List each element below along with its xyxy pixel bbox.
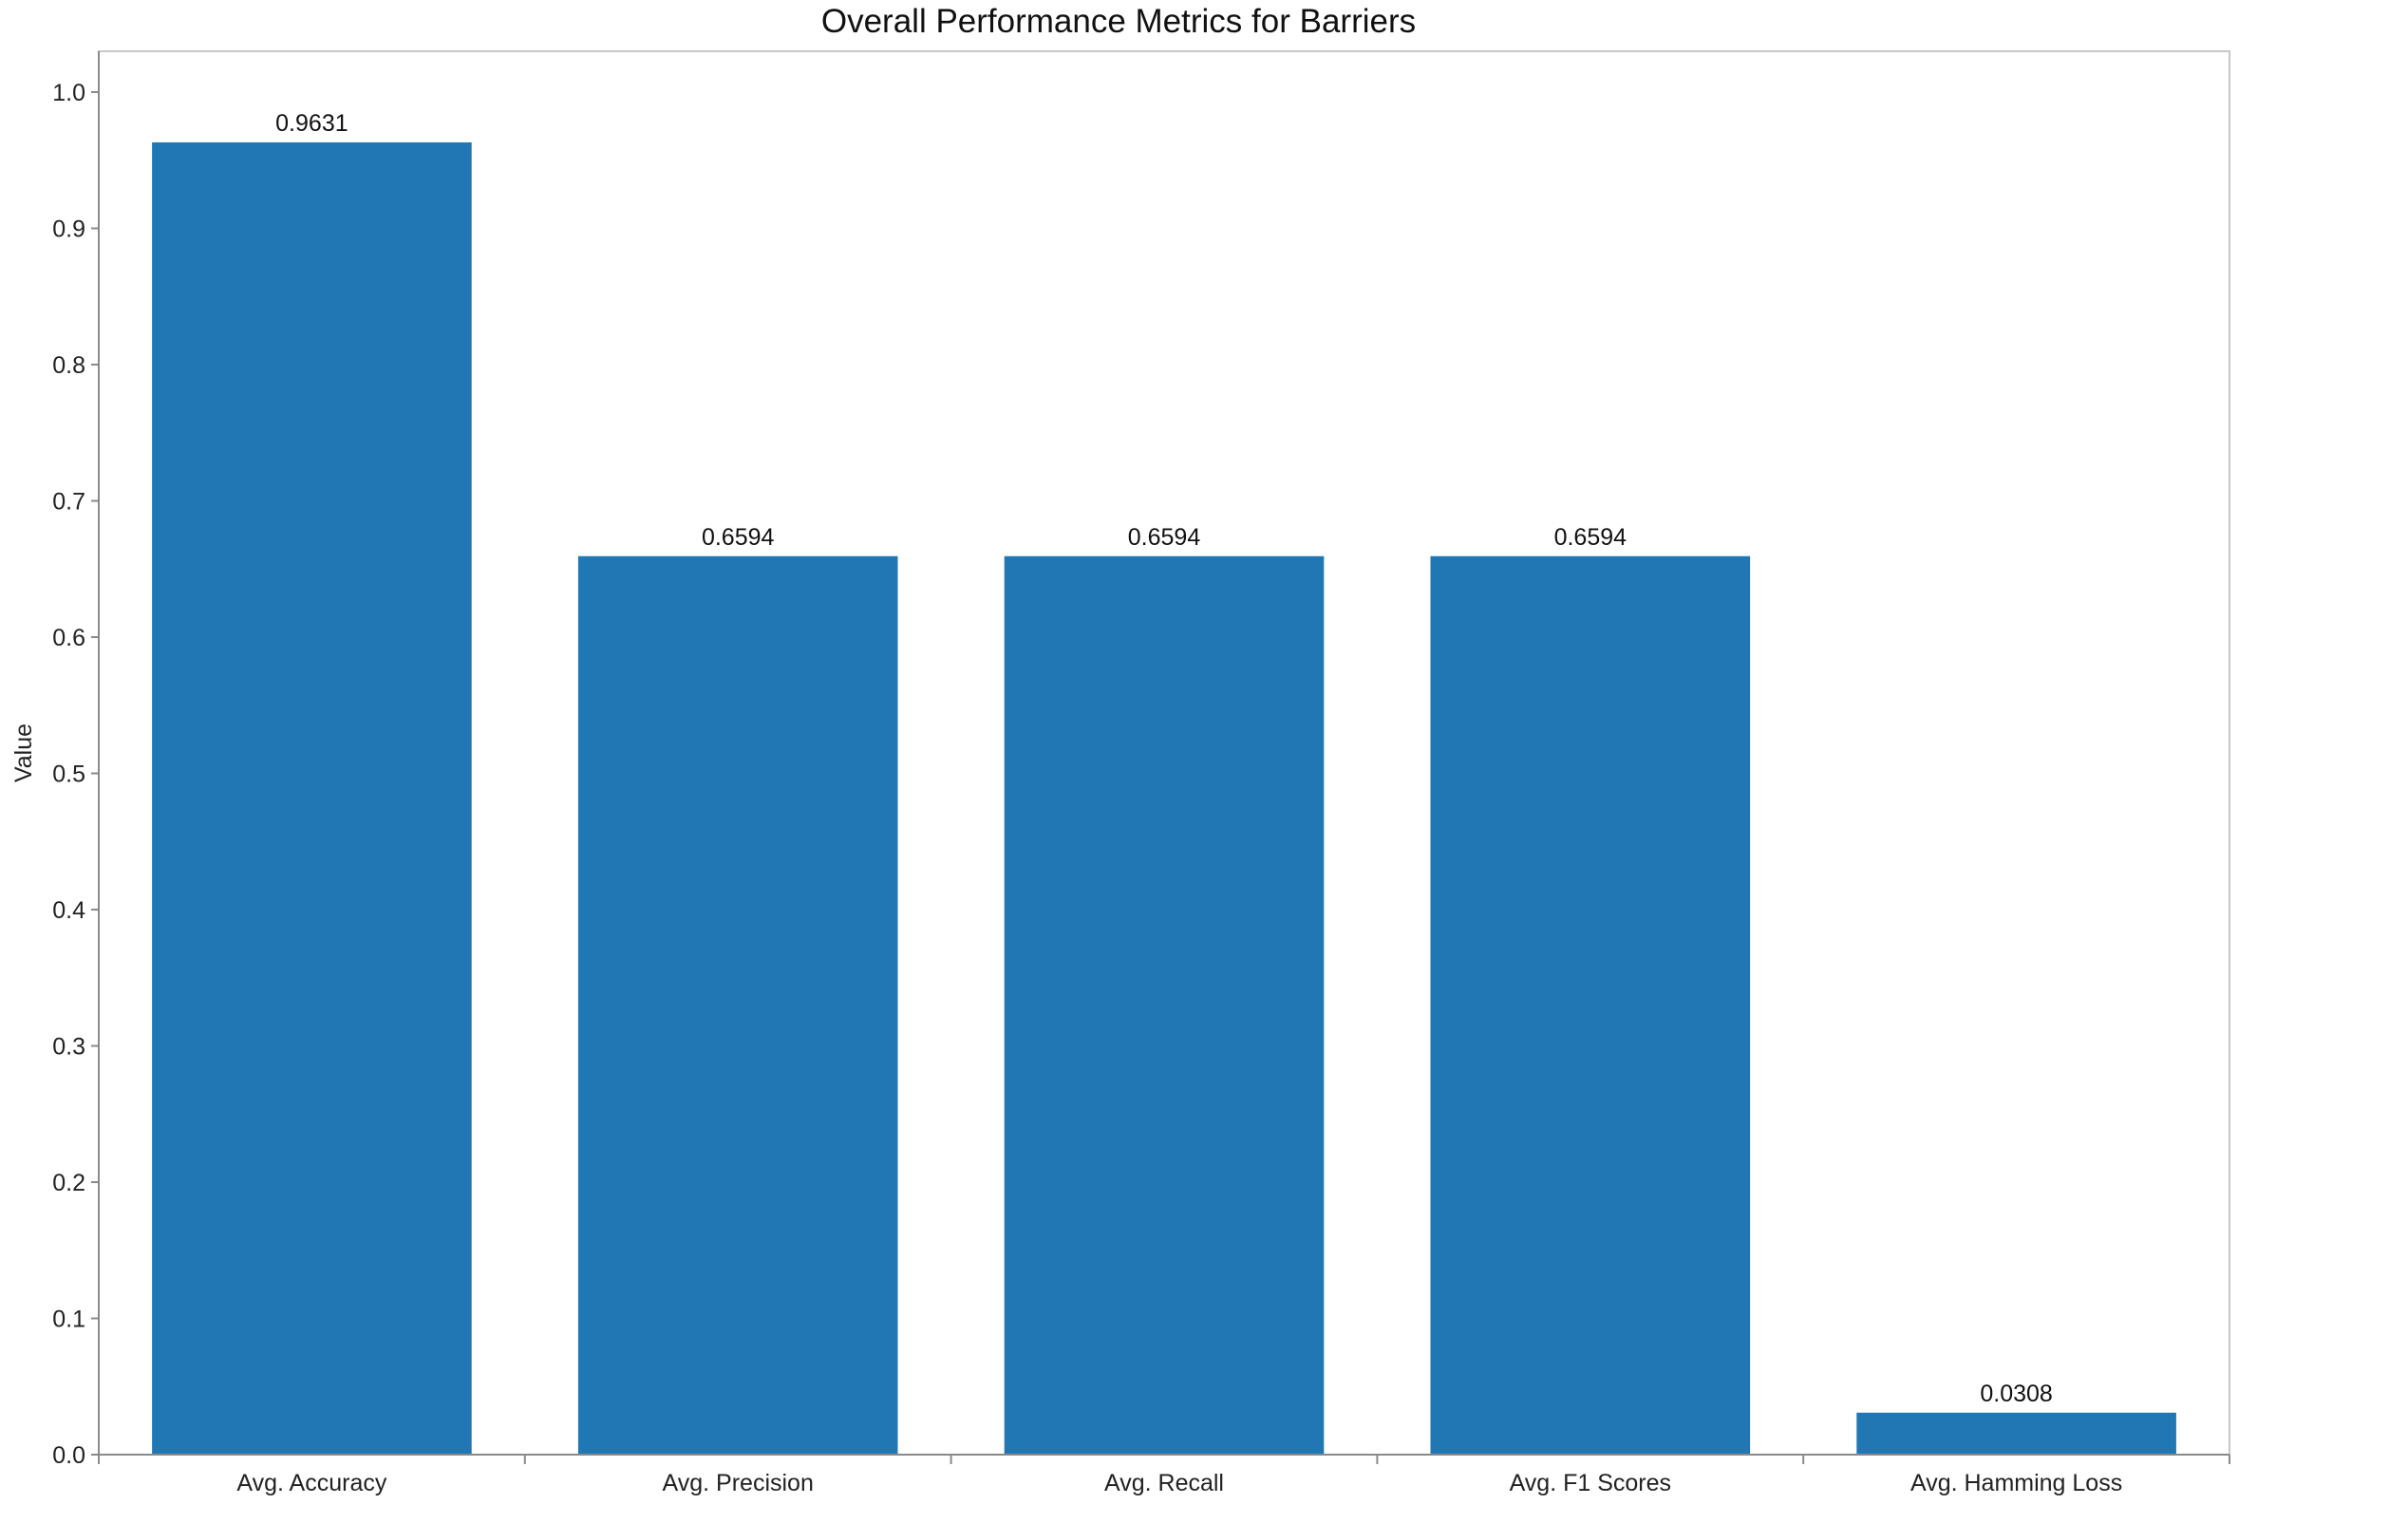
bar-avg-hamming-loss (1856, 1412, 2176, 1455)
y-tick-label: 0.8 (52, 352, 85, 379)
y-axis-title: Value (10, 724, 37, 782)
bars-group (152, 141, 2176, 1455)
data-labels-group: 0.9631 0.6594 0.6594 0.6594 0.0308 (275, 110, 2053, 1407)
x-tick-label: Avg. Hamming Loss (1910, 1470, 2122, 1496)
y-tick-label: 0.5 (52, 762, 85, 788)
x-tick-label: Avg. F1 Scores (1510, 1470, 1671, 1496)
bar-avg-f1-scores (1430, 555, 1751, 1455)
bar-value-label: 0.6594 (1554, 524, 1627, 551)
y-tick-label: 1.0 (52, 80, 85, 106)
y-tick-label: 0.4 (52, 897, 85, 924)
y-tick-label: 0.9 (52, 216, 85, 243)
bar-value-label: 0.6594 (702, 524, 775, 551)
y-tick-label: 0.2 (52, 1170, 85, 1196)
chart-title: Overall Performance Metrics for Barriers (821, 3, 1416, 40)
y-tick-label: 0.6 (52, 625, 85, 651)
y-tick-label: 0.3 (52, 1034, 85, 1061)
y-axis-ticks: 0.0 0.1 0.2 0.3 0.4 0.5 0.6 0.7 0.8 0.9 1.0 (52, 80, 99, 1469)
y-tick-label: 0.0 (52, 1442, 85, 1469)
bar-avg-accuracy (152, 141, 472, 1455)
y-tick-label: 0.7 (52, 489, 85, 516)
x-tick-label: Avg. Precision (663, 1470, 814, 1496)
bar-value-label: 0.9631 (275, 110, 348, 137)
y-tick-label: 0.1 (52, 1307, 85, 1333)
bar-avg-precision (577, 555, 898, 1455)
bar-value-label: 0.6594 (1128, 524, 1201, 551)
x-tick-label: Avg. Recall (1104, 1470, 1224, 1496)
x-axis-ticks: Avg. Accuracy Avg. Precision Avg. Recall Av… (98, 1455, 2230, 1496)
x-tick-label: Avg. Accuracy (236, 1470, 386, 1496)
bar-avg-recall (1004, 555, 1325, 1455)
bar-value-label: 0.0308 (1980, 1381, 2052, 1407)
